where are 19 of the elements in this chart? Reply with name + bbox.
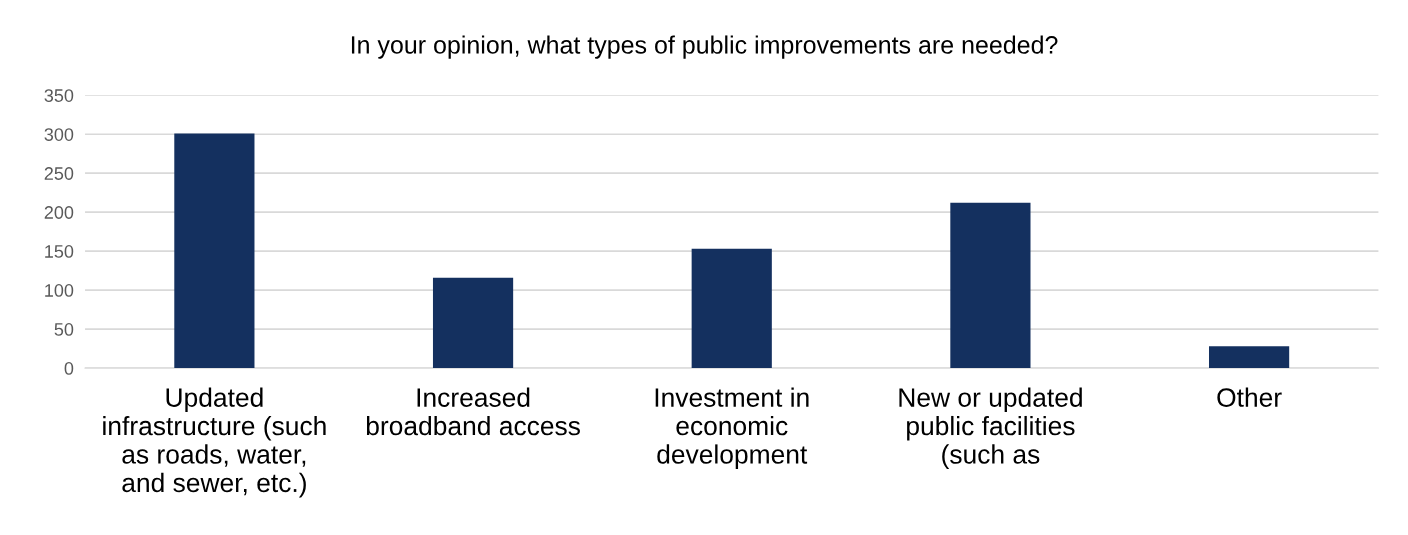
x-tick-label: Other xyxy=(1217,387,1282,407)
x-tick-label: Increased broadband access xyxy=(366,387,580,436)
x-tick-label: Updated infrastructure (such as roads, water, and sewer, etc.) xyxy=(103,387,326,498)
y-tick-label: 150 xyxy=(45,245,74,258)
bar xyxy=(174,133,255,369)
bar xyxy=(1209,346,1290,369)
bar xyxy=(432,277,514,369)
chart-title: In your opinion, what types of public improvements are needed? xyxy=(351,35,1058,59)
x-tick-label: New or updated public facilities (such as xyxy=(899,387,1082,469)
y-tick-label: 100 xyxy=(45,284,74,297)
y-tick-label: 200 xyxy=(44,206,74,219)
x-tick-label: Investment in economic development xyxy=(655,387,809,469)
y-tick-label: 350 xyxy=(44,89,74,102)
y-tick-label: 300 xyxy=(44,128,74,141)
y-tick-label: 0 xyxy=(64,362,74,375)
bar xyxy=(691,248,772,369)
y-tick-label: 250 xyxy=(44,167,74,180)
bar xyxy=(950,202,1031,369)
y-tick-label: 50 xyxy=(54,323,74,336)
